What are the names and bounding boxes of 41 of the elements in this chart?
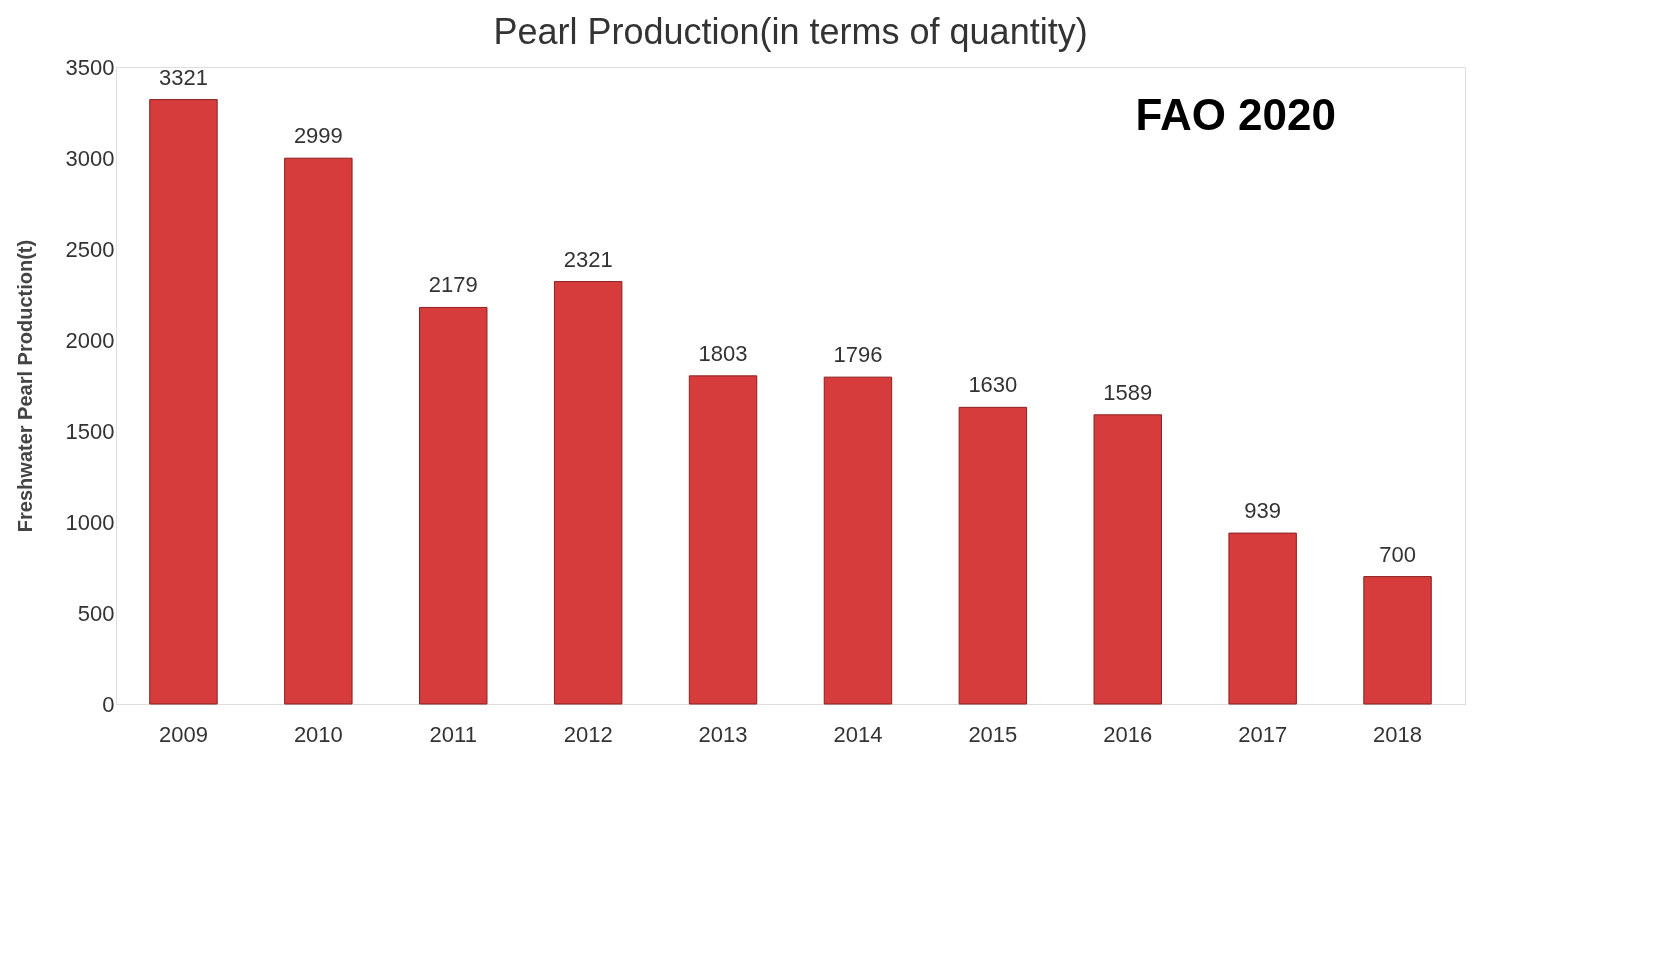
bar <box>688 375 758 705</box>
x-tick-label: 2012 <box>563 721 613 747</box>
y-tick-label: 2500 <box>65 236 115 262</box>
data-label: 1803 <box>698 340 748 366</box>
x-tick-label: 2009 <box>158 721 208 747</box>
x-tick-label: 2010 <box>293 721 343 747</box>
annotation: FAO 2020 <box>1135 90 1336 139</box>
x-tick-label: 2017 <box>1238 721 1288 747</box>
y-tick-label: 0 <box>102 691 115 717</box>
y-tick-label: 1500 <box>65 418 115 444</box>
data-label: 2179 <box>428 272 478 298</box>
x-tick-label: 2016 <box>1103 721 1153 747</box>
y-tick-label: 3500 <box>65 54 115 80</box>
x-tick-label: 2018 <box>1373 721 1423 747</box>
y-tick-label: 3000 <box>65 145 115 171</box>
data-label: 700 <box>1379 541 1416 567</box>
x-tick-label: 2014 <box>833 721 883 747</box>
bar <box>1228 532 1297 705</box>
y-axis-title: Freshwater Pearl Production(t) <box>13 239 36 533</box>
x-tick-label: 2015 <box>968 721 1018 747</box>
data-label: 3321 <box>158 64 208 90</box>
y-tick-label: 2000 <box>65 327 115 353</box>
chart-title: Pearl Production(in terms of quantity) <box>493 11 1088 52</box>
bar <box>823 376 893 705</box>
x-tick-label: 2013 <box>698 721 748 747</box>
y-tick-label: 1000 <box>65 509 115 535</box>
data-label: 1589 <box>1103 379 1153 405</box>
y-tick-label: 500 <box>77 600 115 626</box>
bar <box>958 406 1028 705</box>
bar <box>419 306 488 705</box>
bar <box>1093 414 1162 705</box>
data-label: 1796 <box>833 342 883 368</box>
bar <box>149 99 218 705</box>
data-label: 2321 <box>563 246 613 272</box>
data-label: 2999 <box>293 123 343 149</box>
bar <box>284 157 353 705</box>
bar <box>1363 576 1432 705</box>
bar <box>553 281 623 705</box>
x-tick-label: 2011 <box>429 721 477 747</box>
data-label: 939 <box>1244 498 1282 524</box>
data-label: 1630 <box>968 372 1018 398</box>
